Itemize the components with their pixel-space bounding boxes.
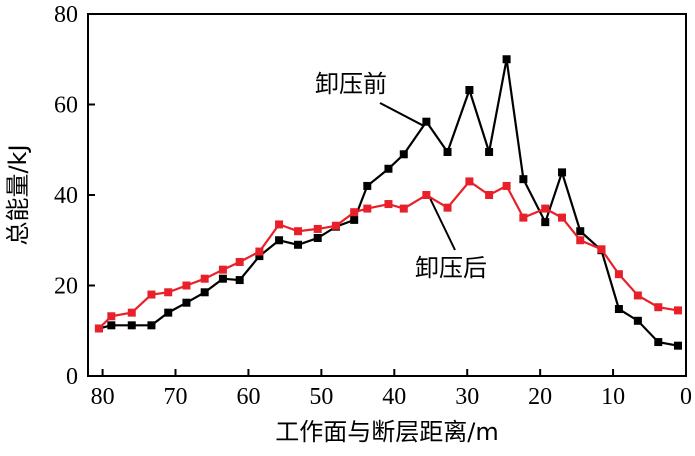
data-point xyxy=(107,321,116,330)
data-point xyxy=(363,181,372,190)
data-point xyxy=(127,321,136,330)
data-point xyxy=(485,191,494,199)
annotation-label: 卸压后 xyxy=(415,254,487,282)
data-point xyxy=(294,227,303,236)
plot-frame xyxy=(87,13,687,377)
data-point xyxy=(673,341,682,350)
x-tick-label: 20 xyxy=(528,384,552,410)
axis-ticks: 80 70 60 50 40 30 20 10 0 0 20 40 60 80 xyxy=(54,2,692,410)
data-point xyxy=(147,321,156,330)
x-axis-label: 工作面与断层距离/m xyxy=(275,418,498,446)
data-point xyxy=(654,338,663,347)
y-tick-label: 20 xyxy=(54,274,78,300)
data-point xyxy=(614,305,623,314)
data-point xyxy=(485,148,494,157)
data-point xyxy=(654,303,663,312)
data-point xyxy=(558,213,567,222)
data-point xyxy=(313,224,322,233)
y-tick-label: 40 xyxy=(54,183,78,209)
y-tick-label: 60 xyxy=(54,93,78,119)
data-point xyxy=(633,316,642,325)
annotation-leader xyxy=(429,198,456,251)
series-layer xyxy=(94,55,682,350)
data-point xyxy=(541,218,550,227)
x-tick-label: 30 xyxy=(455,384,479,410)
data-point xyxy=(107,312,116,321)
data-point xyxy=(94,324,103,333)
data-point xyxy=(422,117,431,126)
data-point xyxy=(519,213,528,222)
y-tick-label: 80 xyxy=(54,2,78,28)
data-point xyxy=(443,148,452,157)
annotation-label: 卸压前 xyxy=(315,70,387,98)
x-tick-label: 70 xyxy=(164,384,188,410)
data-point xyxy=(576,227,585,236)
data-point xyxy=(127,308,136,317)
data-point xyxy=(182,298,191,307)
data-point xyxy=(465,86,474,95)
data-point xyxy=(465,177,474,186)
data-point xyxy=(673,306,682,315)
data-point xyxy=(541,204,550,213)
series-2 xyxy=(94,177,682,333)
data-point xyxy=(218,265,227,274)
x-tick-label: 0 xyxy=(680,384,692,410)
data-point xyxy=(235,257,244,266)
x-tick-label: 40 xyxy=(382,384,406,410)
annotation-leader xyxy=(379,102,424,127)
data-point xyxy=(399,204,408,213)
data-point xyxy=(384,200,393,209)
data-point xyxy=(502,55,511,64)
x-tick-label: 60 xyxy=(236,384,260,410)
data-point xyxy=(313,233,322,242)
x-tick-label: 80 xyxy=(91,384,115,410)
y-tick-label: 0 xyxy=(66,364,78,390)
data-point xyxy=(597,245,606,254)
x-tick-label: 10 xyxy=(601,384,625,410)
data-point xyxy=(614,270,623,279)
data-point xyxy=(384,164,393,173)
data-point xyxy=(200,274,209,283)
data-point xyxy=(363,204,372,213)
y-axis-label: 总能量/kJ xyxy=(4,144,32,245)
data-point xyxy=(218,274,227,283)
data-point xyxy=(275,236,284,245)
data-point xyxy=(182,281,191,290)
data-point xyxy=(275,220,284,229)
data-point xyxy=(147,290,156,299)
data-point xyxy=(255,247,264,256)
data-point xyxy=(164,308,173,317)
data-point xyxy=(255,252,264,261)
series-1 xyxy=(94,55,682,350)
data-point xyxy=(633,291,642,300)
data-point xyxy=(200,288,209,297)
data-point xyxy=(443,203,452,212)
data-point xyxy=(558,168,567,177)
data-point xyxy=(399,150,408,159)
data-point xyxy=(502,181,511,190)
data-point xyxy=(350,215,359,224)
data-point xyxy=(235,276,244,285)
data-point xyxy=(164,288,173,297)
data-point xyxy=(331,221,340,230)
data-point xyxy=(294,240,303,249)
data-point xyxy=(350,208,359,217)
data-point xyxy=(576,236,585,245)
x-tick-label: 50 xyxy=(309,384,333,410)
data-point xyxy=(519,175,528,184)
data-point xyxy=(422,191,431,199)
